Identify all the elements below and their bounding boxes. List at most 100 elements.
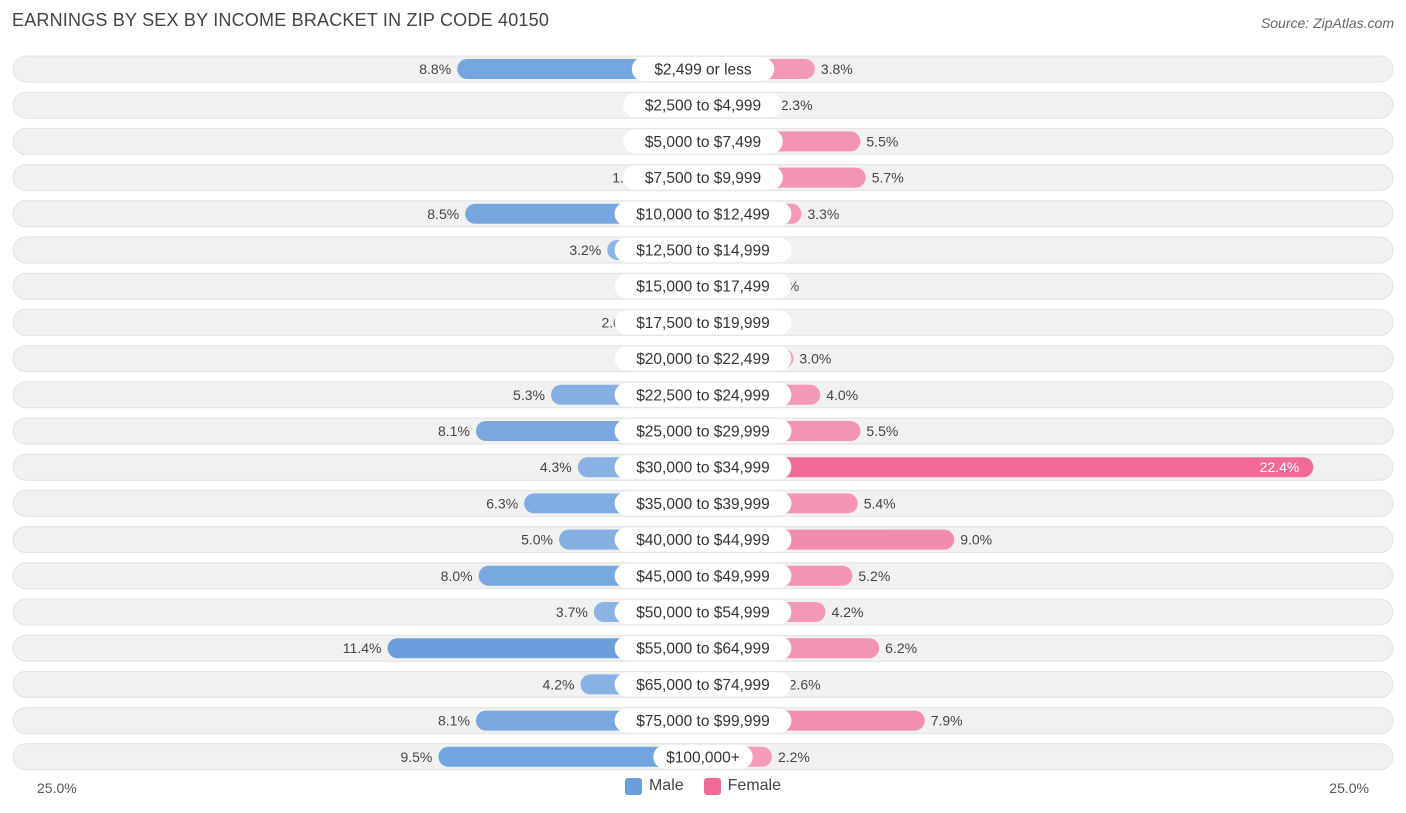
category-row: 6.3% 5.4% $35,000 to $39,999 — [12, 489, 1394, 517]
category-row: 8.8% 3.8% $2,499 or less — [12, 55, 1394, 83]
category-row: 5.0% 9.0% $40,000 to $44,999 — [12, 526, 1394, 554]
category-label-pill — [614, 310, 792, 335]
category-label: $20,000 to $22,499 — [636, 351, 770, 368]
male-bar — [438, 746, 703, 767]
female-value-label: 5.5% — [866, 423, 898, 439]
category-row: 4.3% 22.4% $30,000 to $34,999 — [12, 453, 1394, 481]
category-label-pill — [614, 636, 792, 661]
category-label-pill — [653, 744, 753, 769]
category-label: $15,000 to $17,499 — [636, 279, 770, 296]
female-value-label: 5.7% — [872, 170, 904, 186]
category-label-pill — [614, 238, 792, 262]
male-value-label: 6.3% — [486, 495, 518, 511]
axis-left-label: 25.0% — [37, 780, 77, 796]
female-value-label: 5.4% — [864, 495, 896, 511]
category-row: 3.2%0.18%$12,500 to $14,999 — [12, 236, 1394, 264]
category-label-pill — [614, 346, 792, 371]
category-row: 3.7% 4.2% $50,000 to $54,999 — [12, 598, 1394, 626]
category-row: 8.1% 7.9% $75,000 to $99,999 — [12, 707, 1394, 735]
category-label: $75,000 to $99,999 — [636, 713, 770, 730]
category-label-pill — [614, 708, 792, 733]
category-label: $35,000 to $39,999 — [636, 496, 770, 513]
category-row: 0.21%2.3%$2,500 to $4,999 — [12, 91, 1394, 119]
male-value-label: 3.2% — [569, 242, 601, 258]
male-value-label: 8.0% — [441, 568, 473, 584]
male-value-label: 9.5% — [400, 749, 432, 765]
chart-title: EARNINGS BY SEX BY INCOME BRACKET IN ZIP… — [12, 10, 550, 30]
female-value-label: 4.2% — [832, 604, 864, 620]
category-row: 9.5% 2.2% $100,000+ — [12, 743, 1394, 771]
legend: Male Female — [0, 777, 1406, 795]
category-row: 8.1% 5.5% $25,000 to $29,999 — [12, 417, 1394, 445]
legend-label-female: Female — [727, 777, 782, 794]
female-value-label: 3.3% — [807, 206, 839, 222]
male-value-label: 4.3% — [540, 459, 572, 475]
category-row: 0.21%3.0%$20,000 to $22,499 — [12, 345, 1394, 373]
category-label-pill — [623, 93, 783, 118]
category-row: 8.5% 3.3% $10,000 to $12,499 — [12, 200, 1394, 228]
category-label-pill — [623, 165, 783, 190]
category-label: $50,000 to $54,999 — [636, 605, 770, 622]
male-value-label: 8.8% — [419, 61, 451, 77]
male-value-label: 8.5% — [427, 206, 459, 222]
female-bar — [703, 457, 1314, 478]
male-value-label: 5.0% — [521, 532, 553, 548]
male-value-label: 8.1% — [438, 713, 470, 729]
category-label-pill — [614, 455, 792, 480]
legend-swatch-female — [703, 777, 721, 795]
category-label: $10,000 to $12,499 — [636, 206, 770, 223]
category-row: 8.0% 5.2% $45,000 to $49,999 — [12, 562, 1394, 590]
legend-item-female: Female — [703, 777, 782, 795]
male-value-label: 11.4% — [343, 640, 382, 656]
category-label: $25,000 to $29,999 — [636, 424, 770, 441]
category-label-pill — [614, 672, 792, 697]
legend-item-male: Male — [624, 777, 684, 795]
category-row: 11.4% 6.2% $55,000 to $64,999 — [12, 634, 1394, 662]
category-label-pill — [614, 274, 792, 299]
category-label-pill — [623, 129, 783, 154]
category-label-pill — [614, 382, 792, 407]
female-value-label: 6.2% — [885, 640, 917, 656]
female-value-label: 5.5% — [866, 133, 898, 149]
category-row: 1.6%5.7%$7,500 to $9,999 — [12, 164, 1394, 192]
category-row: 4.2% 2.6% $65,000 to $74,999 — [12, 670, 1394, 698]
male-value-label: 8.1% — [438, 423, 470, 439]
category-label: $5,000 to $7,499 — [645, 134, 761, 151]
female-value-label: 7.9% — [931, 713, 963, 729]
female-value-label: 2.6% — [789, 676, 821, 692]
female-value-label: 5.2% — [858, 568, 890, 584]
axis-right-label: 25.0% — [1329, 780, 1369, 796]
category-label-pill — [614, 491, 792, 516]
female-value-label: 4.0% — [826, 387, 858, 403]
category-row: 2.0%0.0%$17,500 to $19,999 — [12, 308, 1394, 336]
category-label: $100,000+ — [666, 749, 740, 766]
category-label: $65,000 to $74,999 — [636, 677, 770, 694]
category-label-pill — [614, 527, 792, 552]
category-label: $45,000 to $49,999 — [636, 568, 770, 585]
female-value-label: 9.0% — [960, 532, 992, 548]
legend-swatch-male — [624, 777, 642, 795]
female-value-label: 2.3% — [781, 97, 813, 113]
male-value-label: 4.2% — [543, 676, 575, 692]
female-value-label: 3.0% — [799, 351, 831, 367]
category-row: 1.2%5.5%$5,000 to $7,499 — [12, 127, 1394, 155]
legend-label-male: Male — [648, 777, 684, 794]
male-value-label: 5.3% — [513, 387, 545, 403]
category-label: $40,000 to $44,999 — [636, 532, 770, 549]
category-label-pill — [614, 201, 792, 226]
category-label: $2,499 or less — [654, 62, 752, 79]
category-label: $30,000 to $34,999 — [636, 460, 770, 477]
category-label: $7,500 to $9,999 — [645, 170, 761, 187]
category-row: 5.3% 4.0% $22,500 to $24,999 — [12, 381, 1394, 409]
source-label: Source: ZipAtlas.com — [1260, 15, 1394, 31]
female-value-label: 3.8% — [821, 61, 853, 77]
category-label-pill — [614, 600, 792, 624]
category-label-pill — [631, 57, 775, 81]
category-row: 0.56%1.8%$15,000 to $17,499 — [12, 272, 1394, 300]
category-label: $17,500 to $19,999 — [636, 315, 770, 332]
category-label: $55,000 to $64,999 — [636, 641, 770, 658]
female-value-label: 22.4% — [1260, 459, 1300, 475]
category-label-pill — [614, 563, 792, 588]
category-label: $22,500 to $24,999 — [636, 387, 770, 404]
